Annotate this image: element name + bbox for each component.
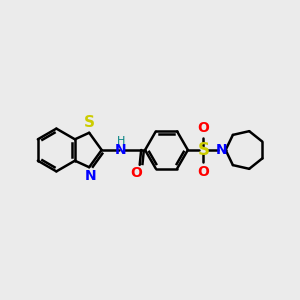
Text: N: N <box>215 143 227 157</box>
Text: O: O <box>197 121 209 135</box>
Text: S: S <box>197 141 209 159</box>
Text: O: O <box>130 166 142 180</box>
Text: O: O <box>197 165 209 179</box>
Text: N: N <box>85 169 96 183</box>
Text: N: N <box>115 143 127 157</box>
Text: S: S <box>84 116 95 130</box>
Text: H: H <box>117 136 125 146</box>
